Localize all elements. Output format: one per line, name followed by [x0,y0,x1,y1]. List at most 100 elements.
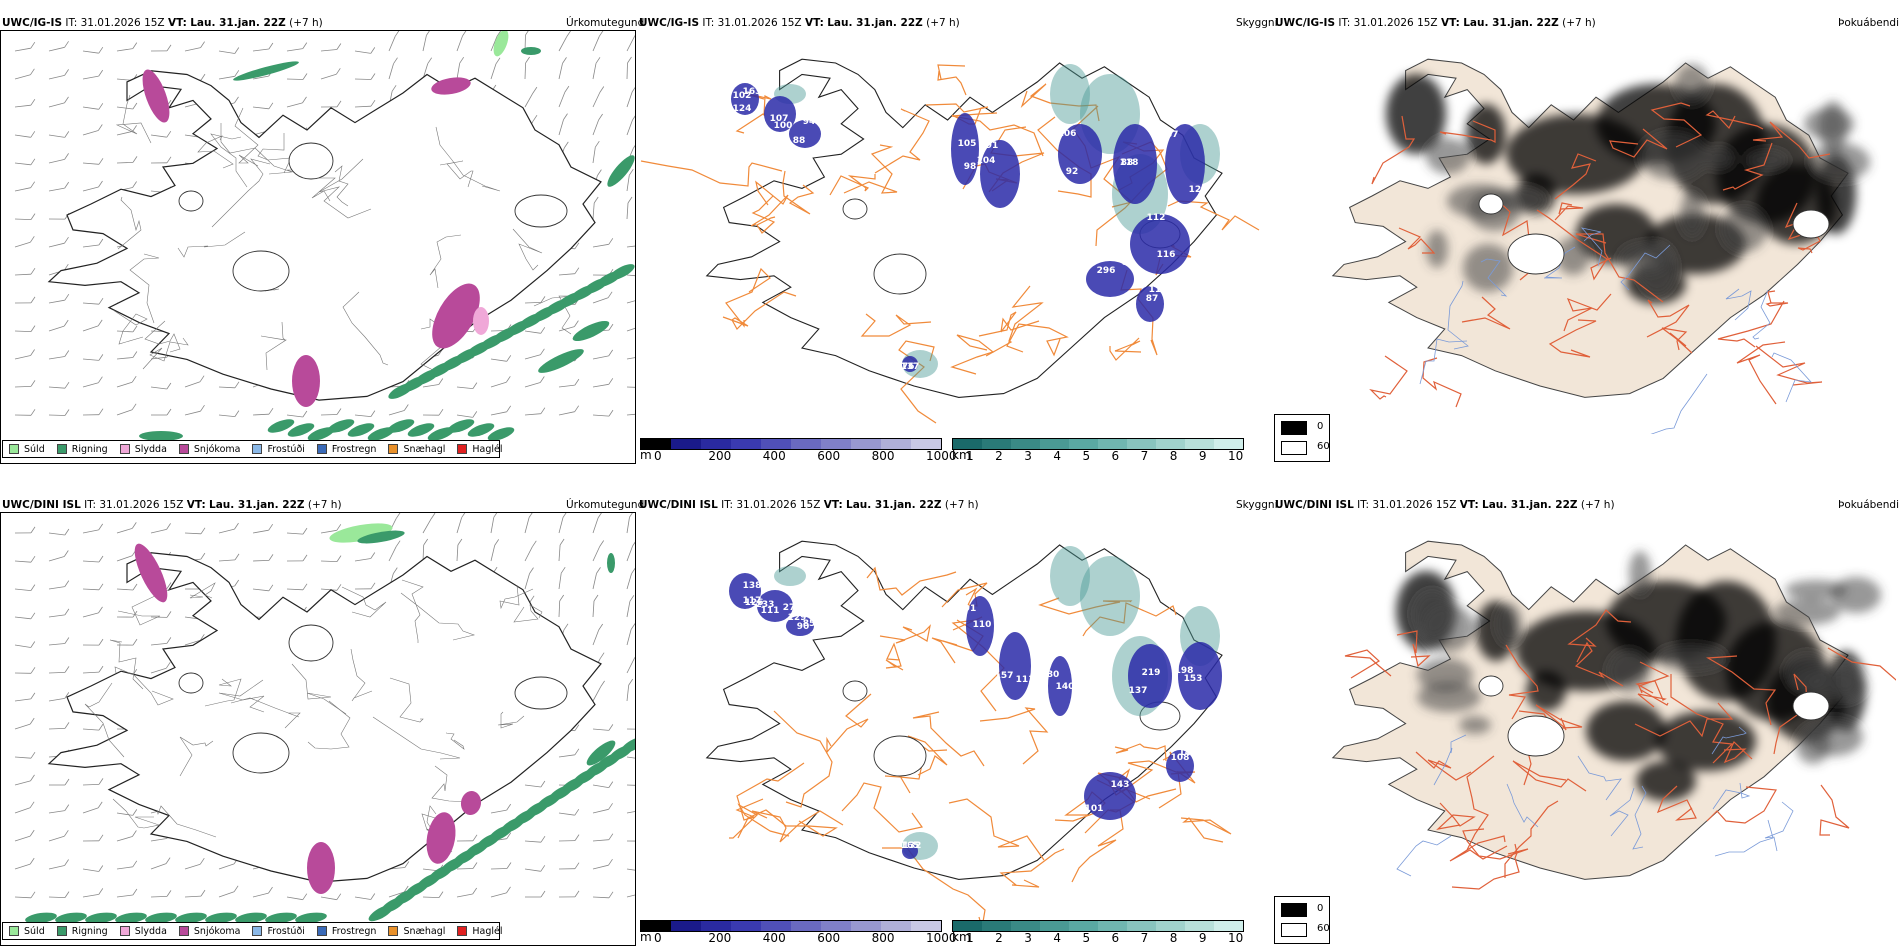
precip-area [432,283,480,349]
road [841,782,924,833]
cloud-base-label: 108 [1171,753,1190,763]
cloud-base-label: 94 [803,117,816,127]
legend-swatch [252,926,263,936]
road [950,334,995,375]
precip-area [307,842,335,894]
precip-area [235,912,267,923]
fog-map[interactable] [1276,34,1896,434]
road [1575,233,1664,303]
legend-label: Haglél [472,443,503,455]
road [1819,784,1850,836]
it-label: IT: [721,499,734,511]
it-value: 31.01.2026 15Z [736,499,821,511]
road [1396,630,1431,668]
colorbar-tick: 6 [1111,449,1120,463]
vt-label: VT: [823,499,843,511]
road [1567,609,1632,647]
panel-header: UWC/IG-IS IT: 31.01.2026 15Z VT: Lau. 31… [1275,16,1596,30]
fog-swatch-black [1281,903,1307,917]
river [1419,338,1468,385]
cloud-base-label: 102 [733,91,752,101]
fog-legend-bottom: 60 [1317,441,1330,452]
legend-item: Snæhagl [388,926,445,937]
legend-swatch [316,444,327,454]
road [1536,209,1612,281]
legend-swatch [388,926,399,936]
legend-label: Rigning [71,443,108,455]
colorbar-unit: m [640,930,652,944]
precip-area [609,264,635,280]
road [843,144,898,194]
river [1752,289,1771,340]
precip-area [473,307,489,335]
legend-item: Súld [9,444,45,455]
fog-map[interactable] [1276,516,1896,916]
precip-area [55,912,87,923]
road [1656,785,1697,821]
vt-label: VT: [167,17,187,29]
cloud-base-label: 137 [901,362,920,372]
cloud-base-label: 98 [964,162,977,172]
legend-label: Frostregn [331,925,377,937]
road [985,285,1044,357]
precip-map[interactable] [1,31,635,441]
colorbar-unit: m [640,448,652,462]
colorbar-tick: 600 [817,931,841,945]
river [1771,352,1813,403]
visibility-title: Skyggni [1236,499,1278,511]
colorbar-tick: 5 [1082,449,1091,463]
cloud-area [980,140,1020,208]
colorbar-tick: 9 [1198,449,1207,463]
cloud-area [731,83,759,115]
legend-item: Súld [9,926,45,937]
road [1006,323,1069,357]
river [1447,280,1469,350]
road [773,710,833,808]
legend-label: Frostúði [267,443,305,455]
river [1764,801,1794,852]
cloud-base-label: 111 [761,606,780,616]
colorbar-tick: 2 [995,931,1003,945]
model-name: UWC/DINI ISL [639,499,718,511]
road [885,642,904,671]
legend-label: Slydda [134,925,167,937]
colorbar-tick: 0 [654,931,662,945]
vt-label: VT: [1459,499,1479,511]
cloud-base-label: 88 [793,136,806,146]
fog-swatch-black [1281,421,1307,435]
vt-label: VT: [804,17,824,29]
colorbar-unit: km [952,448,971,462]
colorbar-swatches [640,438,942,450]
offset: (+7 h) [944,499,979,511]
cloud-area [951,113,979,185]
cloud-area [902,843,918,859]
legend-swatch [388,444,399,454]
precip-area [467,423,495,437]
colorbar-tick: 400 [762,449,786,463]
road [1661,327,1693,354]
colorbar-tick: 800 [871,449,895,463]
legend-item: Snjókoma [178,926,240,937]
fog-swatch-white [1281,923,1307,937]
cloud-base-label: 137 [1129,686,1148,696]
road [1369,355,1408,400]
cloud-base-label: 100 [774,121,793,131]
coastline [47,552,602,883]
colorbar-swatches [952,920,1244,932]
legend-swatch [56,926,67,936]
cloud-base-label: 87 [1146,294,1159,304]
legend-item: Snjókoma [178,443,241,455]
precip-map[interactable] [1,513,635,923]
legend-label: Frostregn [331,443,377,455]
cloud-base-label: 132 [903,841,922,851]
it-value: 31.01.2026 15Z [80,17,165,29]
precip-area [205,912,237,923]
offset: (+7 h) [926,17,960,29]
legend-label: Snjókoma [193,443,241,455]
offset: (+7 h) [1562,17,1596,29]
cloud-base-label: 117 [743,596,762,606]
road [866,566,957,596]
legend-swatch [119,926,130,936]
